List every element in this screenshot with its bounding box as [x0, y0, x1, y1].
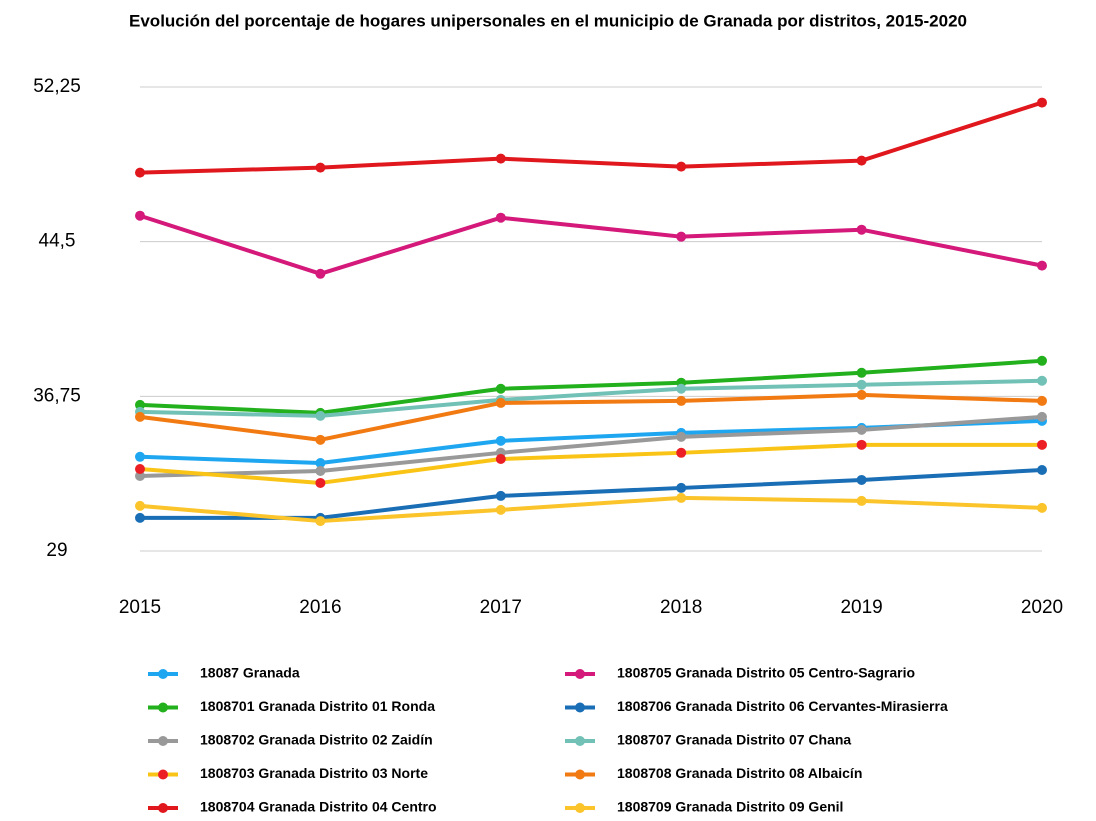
legend-marker — [575, 669, 585, 679]
point — [676, 395, 687, 406]
point — [495, 435, 506, 446]
series-line — [139, 495, 1043, 524]
point — [856, 495, 867, 506]
point — [856, 224, 867, 235]
series-line — [139, 100, 1043, 175]
legend-label: 1808701 Granada Distrito 01 Ronda — [200, 698, 435, 714]
point — [315, 410, 326, 421]
y-tick-label: 44,5 — [39, 231, 76, 252]
point — [856, 474, 867, 485]
x-tick-label: 2016 — [299, 597, 341, 618]
point — [856, 367, 867, 378]
point — [856, 424, 867, 435]
series-line — [139, 358, 1043, 415]
point — [676, 161, 687, 172]
legend-label: 1808708 Granada Distrito 08 Albaicín — [617, 765, 862, 781]
point — [1037, 375, 1047, 386]
x-tick-label: 2017 — [480, 597, 522, 618]
point — [135, 451, 145, 462]
legend-label: 1808702 Granada Distrito 02 Zaidín — [200, 732, 433, 748]
x-tick-label: 2015 — [119, 597, 161, 618]
point — [676, 482, 687, 493]
point — [856, 389, 867, 400]
point — [1037, 395, 1047, 406]
point — [676, 492, 687, 503]
point — [1037, 411, 1047, 422]
point — [676, 231, 687, 242]
point — [315, 457, 326, 468]
point — [135, 210, 145, 221]
point — [1037, 502, 1047, 513]
point — [495, 397, 506, 408]
point — [315, 268, 326, 279]
legend-label: 1808707 Granada Distrito 07 Chana — [617, 732, 851, 748]
point — [1037, 260, 1047, 271]
legend-marker — [158, 803, 168, 813]
point — [495, 383, 506, 394]
legend-label: 1808705 Granada Distrito 05 Centro-Sagra… — [617, 665, 915, 681]
point — [1037, 464, 1047, 475]
point — [135, 500, 145, 511]
point — [1037, 439, 1047, 450]
series-line — [139, 378, 1043, 418]
legend-label: 1808704 Granada Distrito 04 Centro — [200, 799, 437, 815]
series-line — [139, 414, 1043, 478]
point — [1037, 97, 1047, 108]
point — [135, 463, 145, 474]
legend-label: 1808703 Granada Distrito 03 Norte — [200, 765, 428, 781]
point — [676, 447, 687, 458]
point — [676, 383, 687, 394]
point — [856, 155, 867, 166]
point — [315, 516, 326, 527]
legend-label: 1808706 Granada Distrito 06 Cervantes-Mi… — [617, 698, 948, 714]
point — [135, 167, 145, 178]
point — [315, 465, 326, 476]
chart-title: Evolución del porcentaje de hogares unip… — [129, 11, 967, 30]
legend-label: 18087 Granada — [200, 665, 300, 681]
point — [315, 477, 326, 488]
point — [495, 504, 506, 515]
legend-marker — [158, 769, 168, 780]
point — [1037, 355, 1047, 366]
legend-label: 1808709 Granada Distrito 09 Genil — [617, 799, 843, 815]
point — [135, 470, 145, 481]
legend-marker — [575, 769, 585, 780]
y-tick-label: 36,75 — [33, 385, 81, 406]
point — [315, 434, 326, 445]
point — [856, 439, 867, 450]
series-line — [139, 442, 1042, 485]
point — [495, 453, 506, 464]
point — [676, 431, 687, 442]
point — [315, 162, 326, 173]
y-tick-label: 52,25 — [33, 76, 81, 97]
legend-marker — [575, 803, 585, 813]
legend-marker — [575, 702, 585, 713]
point — [135, 399, 145, 410]
legend-marker — [575, 736, 585, 746]
point — [135, 411, 145, 422]
series-line — [139, 392, 1043, 442]
series-line — [139, 213, 1043, 276]
point — [495, 153, 506, 164]
y-tick-label: 29 — [46, 540, 67, 561]
legend-marker — [158, 669, 168, 679]
point — [135, 512, 145, 523]
legend-marker — [158, 702, 168, 713]
point — [495, 490, 506, 501]
x-tick-label: 2018 — [660, 597, 702, 618]
point — [856, 379, 867, 390]
series-line — [140, 467, 1043, 520]
point — [495, 212, 506, 223]
legend-marker — [158, 736, 168, 746]
x-tick-label: 2019 — [840, 597, 882, 618]
x-tick-label: 2020 — [1021, 597, 1063, 618]
